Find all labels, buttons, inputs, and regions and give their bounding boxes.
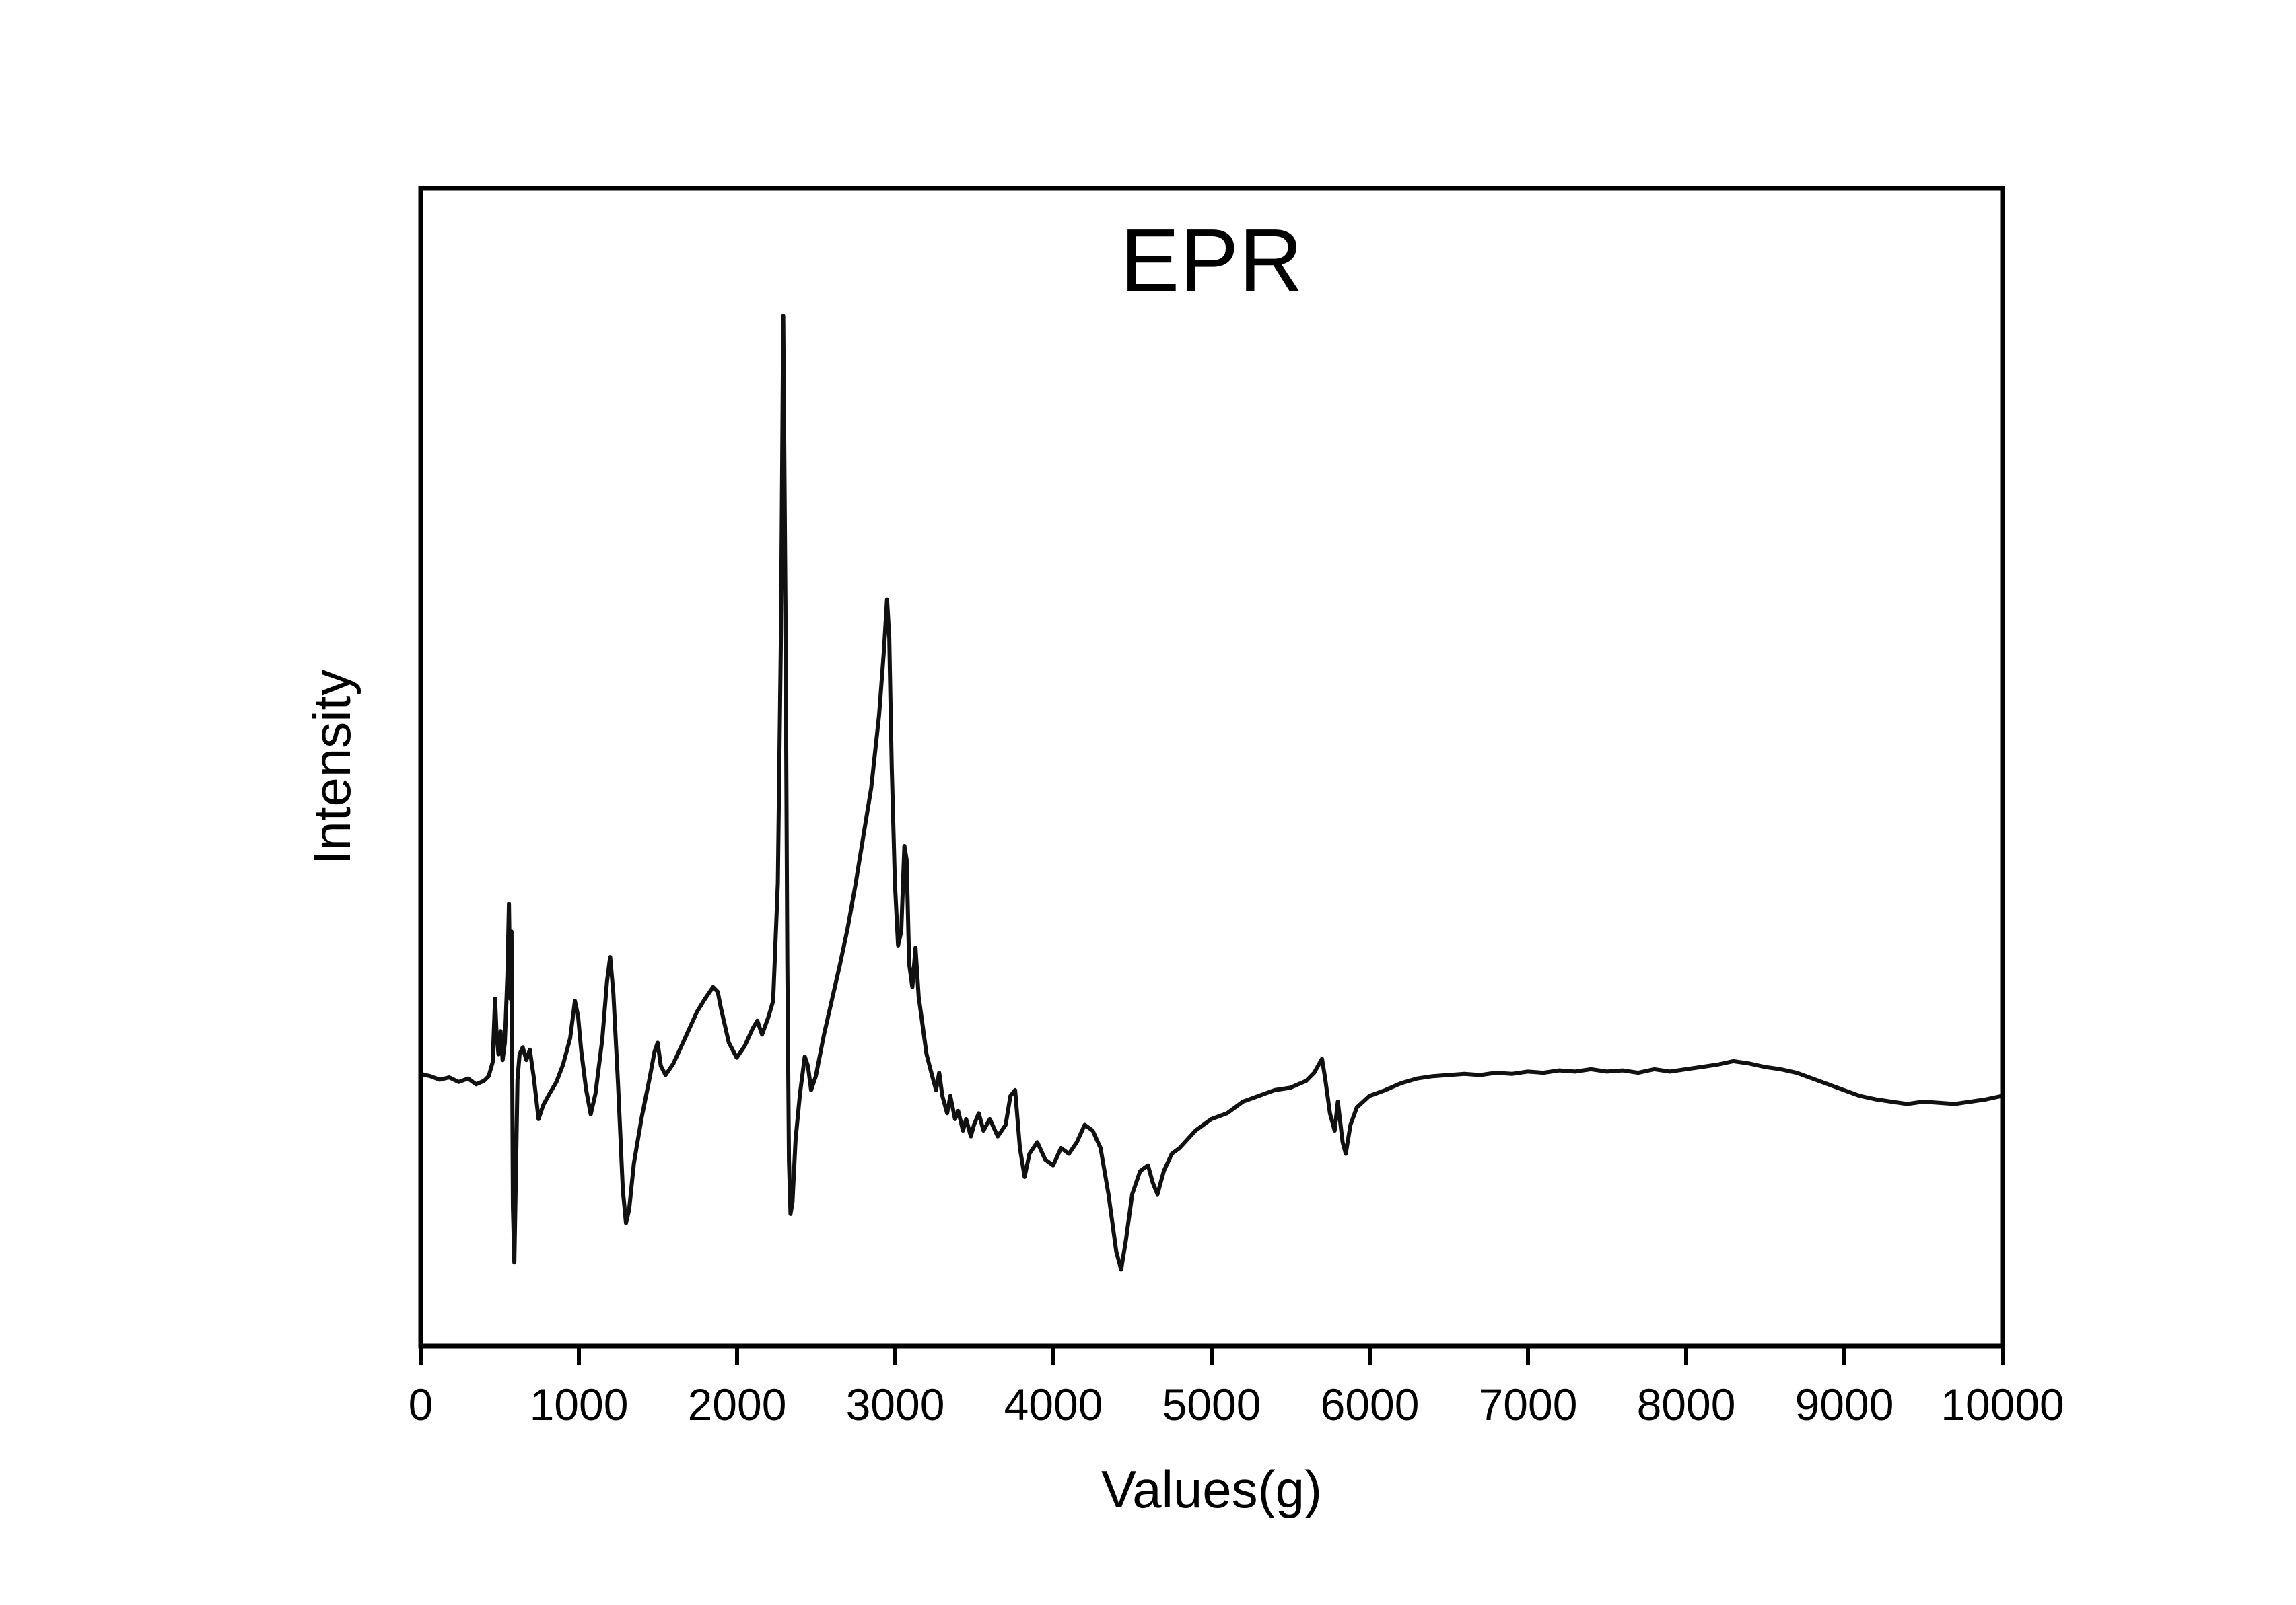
x-axis-ticks (419, 1346, 2005, 1365)
y-axis-label: Intensity (302, 670, 361, 865)
x-tick-label: 8000 (1637, 1380, 1736, 1429)
x-tick-label: 6000 (1321, 1380, 1420, 1429)
chart-title: EPR (1120, 211, 1302, 310)
x-tick-label: 1000 (530, 1380, 629, 1429)
x-tick-label: 9000 (1795, 1380, 1894, 1429)
plot-frame (418, 186, 2005, 1349)
x-axis-label: Values(g) (1101, 1460, 1322, 1519)
x-axis-tick-labels: 0 1000 2000 3000 4000 5000 6000 7000 8000 9000 100… (409, 1380, 2064, 1429)
x-tick-label: 2000 (688, 1380, 787, 1429)
x-tick-label: 7000 (1479, 1380, 1578, 1429)
x-tick-label: 0 (409, 1380, 433, 1429)
x-tick-label: 4000 (1004, 1380, 1103, 1429)
x-tick-label: 3000 (846, 1380, 945, 1429)
x-tick-label: 5000 (1162, 1380, 1261, 1429)
x-tick-label: 10000 (1941, 1380, 2064, 1429)
spectrum-line (419, 314, 2005, 1272)
